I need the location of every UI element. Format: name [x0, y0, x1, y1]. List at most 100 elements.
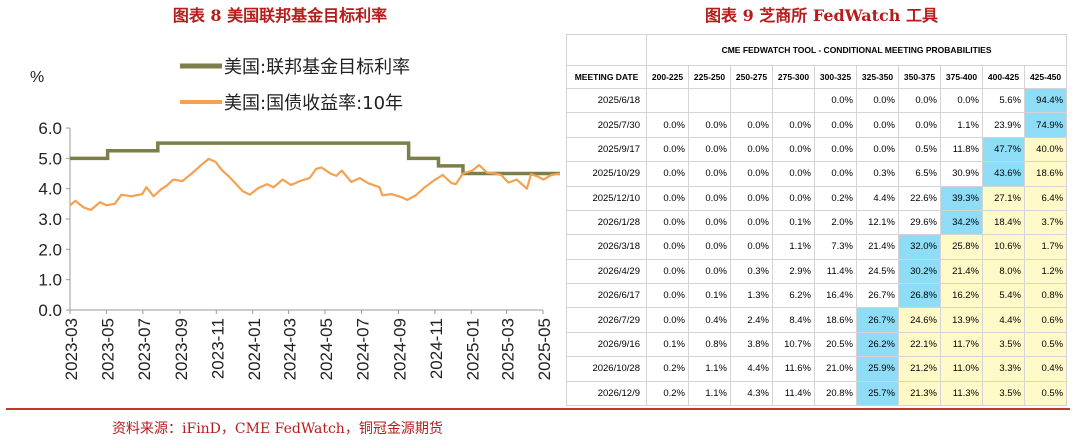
probability-cell: 1.3% [730, 282, 773, 309]
legend-label: 美国:国债收益率:10年 [224, 93, 403, 114]
fed-funds-series-line [70, 141, 560, 176]
table-row: 2026/1/28 0.0% 0.0% 0.0% 0.1% 2.0% 12.1% 29.6% 3… [566, 209, 1068, 236]
probability-cell: 0.1% [688, 282, 731, 309]
probability-cell: 0.8% [1023, 282, 1068, 309]
table-row: 2026/7/29 0.0% 0.4% 2.4% 8.4% 18.6% 26.7% 24.6%… [566, 307, 1068, 333]
table-corner-cell [566, 34, 647, 66]
probability-cell: 1.1% [688, 380, 731, 406]
treasury-10y-series-line [69, 157, 560, 211]
table-row: 2025/6/18 0.0% 0.0% 0.0% 0.0% 5.6% 94.4% [566, 87, 1068, 114]
meeting-date-cell: 2026/6/17 [566, 282, 647, 309]
probability-cell: 30.9% [940, 161, 983, 187]
probability-cell: 21.4% [856, 234, 899, 260]
probability-cell: 32.0% [898, 234, 941, 260]
probability-cell: 0.2% [646, 356, 689, 382]
probability-cell: 18.6% [814, 307, 857, 333]
probability-cell: 26.7% [856, 282, 899, 309]
probability-cell: 2.4% [730, 307, 773, 333]
probability-cell: 21.4% [940, 258, 983, 285]
probability-cell: 0.0% [730, 185, 773, 211]
probability-cell: 0.0% [646, 209, 689, 236]
probability-cell: 3.5% [982, 331, 1025, 358]
y-tick-label: 4.0 [38, 180, 62, 199]
probability-cell: 3.3% [982, 356, 1025, 382]
probability-cell: 27.1% [982, 185, 1025, 211]
table-row: 2025/9/17 0.0% 0.0% 0.0% 0.0% 0.0% 0.0% 0.5% 11.… [566, 136, 1068, 163]
probability-cell: 2.0% [814, 209, 857, 236]
probability-cell: 3.7% [1023, 209, 1068, 236]
probability-cell: 26.7% [856, 307, 899, 333]
probability-cell: 0.0% [646, 185, 689, 211]
probability-cell [730, 87, 773, 114]
probability-cell: 26.2% [856, 331, 899, 358]
probability-cell: 24.6% [898, 307, 941, 333]
probability-cell: 0.0% [688, 161, 731, 187]
probability-cell: 0.8% [688, 331, 731, 358]
probability-cell: 8.4% [772, 307, 815, 333]
probability-cell: 0.0% [730, 209, 773, 236]
probability-cell: 0.0% [814, 87, 857, 114]
probability-cell: 2.9% [772, 258, 815, 285]
probability-cell: 0.1% [772, 209, 815, 236]
y-tick-label: 0.0 [38, 301, 62, 320]
table-title-row: CME FEDWATCH TOOL - CONDITIONAL MEETING … [566, 34, 1068, 66]
probability-cell: 6.4% [1023, 185, 1068, 211]
probability-cell: 0.0% [730, 136, 773, 163]
probability-cell: 0.0% [730, 234, 773, 260]
x-tick-label: 2025-03 [499, 318, 518, 380]
probability-cell: 20.5% [814, 331, 857, 358]
table-row: 2026/4/29 0.0% 0.0% 0.3% 2.9% 11.4% 24.5% 30.2%… [566, 258, 1068, 285]
fedwatch-table: CME FEDWATCH TOOL - CONDITIONAL MEETING … [566, 34, 1068, 406]
probability-cell: 8.0% [982, 258, 1025, 285]
probability-cell: 22.6% [898, 185, 941, 211]
x-tick-label: 2024-07 [353, 318, 372, 380]
probability-cell: 0.0% [772, 185, 815, 211]
probability-cell: 29.6% [898, 209, 941, 236]
x-tick-label: 2024-05 [317, 318, 336, 380]
probability-cell: 0.0% [730, 112, 773, 138]
probability-cell: 7.3% [814, 234, 857, 260]
table-row: 2026/12/9 0.2% 1.1% 4.3% 11.4% 20.8% 25.7% 21.3… [566, 380, 1068, 406]
x-tick-label: 2023-05 [98, 318, 117, 380]
probability-cell: 0.0% [688, 112, 731, 138]
probability-cell: 0.0% [688, 136, 731, 163]
right-figure-title: 图表 9 芝商所 FedWatch 工具 [705, 6, 938, 25]
probability-cell: 10.7% [772, 331, 815, 358]
y-tick-label: 5.0 [38, 149, 62, 168]
probability-cell: 26.8% [898, 282, 941, 309]
meeting-date-cell: 2025/7/30 [566, 112, 647, 138]
probability-cell: 4.4% [982, 307, 1025, 333]
meeting-date-cell: 2026/1/28 [566, 209, 647, 236]
table-row: 2025/7/30 0.0% 0.0% 0.0% 0.0% 0.0% 0.0% 0.0% 1.1… [566, 112, 1068, 138]
meeting-date-cell: 2025/9/17 [566, 136, 647, 163]
probability-cell: 21.2% [898, 356, 941, 382]
probability-cell: 34.2% [940, 209, 983, 236]
probability-cell: 16.2% [940, 282, 983, 309]
table-row: 2025/10/29 0.0% 0.0% 0.0% 0.0% 0.0% 0.3% 6.5% 30… [566, 161, 1068, 187]
column-header: 250-275 [730, 65, 773, 89]
probability-cell: 0.3% [730, 258, 773, 285]
column-header: 200-225 [646, 65, 689, 89]
x-tick-label: 2023-03 [62, 318, 81, 380]
probability-cell: 0.0% [898, 112, 941, 138]
probability-cell: 94.4% [1023, 87, 1068, 114]
x-tick-label: 2025-01 [463, 318, 482, 380]
probability-cell: 16.4% [814, 282, 857, 309]
probability-cell: 0.5% [898, 136, 941, 163]
probability-cell: 0.2% [814, 185, 857, 211]
rate-line-chart: 0.0 1.0 2.0 3.0 4.0 5.0 6.0% 2023-03 2023-05 2023… [30, 57, 560, 380]
meeting-date-cell: 2025/6/18 [566, 87, 647, 114]
probability-cell: 0.0% [646, 307, 689, 333]
probability-cell: 0.0% [772, 136, 815, 163]
x-tick-label: 2023-11 [208, 318, 227, 379]
probability-cell: 6.2% [772, 282, 815, 309]
probability-cell: 40.0% [1023, 136, 1068, 163]
probability-cell: 13.9% [940, 307, 983, 333]
probability-cell: 0.0% [646, 161, 689, 187]
probability-cell: 22.1% [898, 331, 941, 358]
left-figure-title: 图表 8 美国联邦基金目标利率 [172, 6, 388, 25]
probability-cell [688, 87, 731, 114]
probability-cell: 0.0% [646, 112, 689, 138]
probability-cell [772, 87, 815, 114]
x-tick-label: 2025-05 [535, 318, 554, 380]
